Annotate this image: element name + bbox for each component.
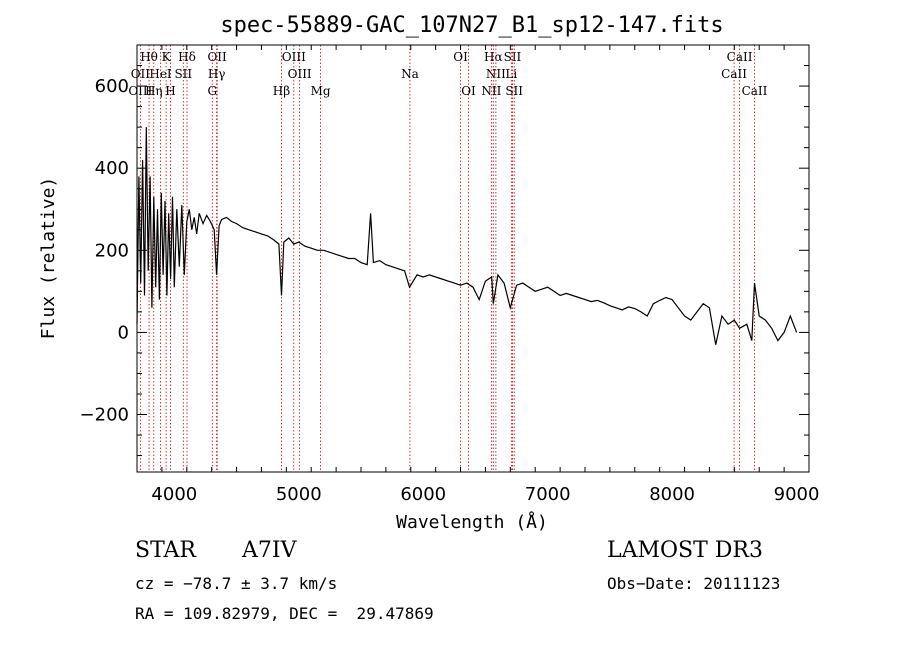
line-label: Na — [401, 67, 419, 81]
line-label: OI — [461, 84, 476, 98]
x-tick-label: 8000 — [649, 484, 695, 505]
line-label: Hα — [484, 50, 503, 64]
line-label: OI — [453, 50, 468, 64]
line-label: Hβ — [273, 84, 290, 98]
line-label: OII — [207, 50, 227, 64]
coordinates: RA = 109.82979, DEC = 29.47869 — [135, 604, 434, 623]
y-tick-label: 600 — [95, 76, 129, 97]
line-label: OIII — [282, 50, 306, 64]
x-tick-label: 6000 — [400, 484, 446, 505]
line-label: SII — [505, 84, 523, 98]
x-tick-label: 7000 — [525, 484, 571, 505]
line-label: SII — [504, 50, 522, 64]
line-label: Hδ — [178, 50, 196, 64]
line-label: SII — [174, 67, 192, 81]
y-tick-label: 0 — [118, 322, 129, 343]
line-label: OIII — [288, 67, 312, 81]
y-tick-label: 400 — [95, 158, 129, 179]
survey-name: LAMOST DR3 — [607, 538, 763, 563]
line-label: Hθ — [140, 50, 158, 64]
line-label: Li — [505, 67, 517, 81]
x-axis-label: Wavelength (Å) — [396, 511, 548, 533]
x-tick-label: 5000 — [276, 484, 322, 505]
x-tick-label: 4000 — [151, 484, 197, 505]
line-label: CaII — [742, 84, 768, 98]
y-tick-label: 200 — [95, 240, 129, 261]
x-axis-ticks: 4000 5000 6000 7000 8000 9000 — [136, 45, 820, 505]
obs-date: Obs−Date: 20111123 — [607, 574, 781, 593]
line-label: OII — [131, 67, 151, 81]
line-label: H — [165, 84, 175, 98]
y-axis-ticks: −200 0 200 400 600 — [80, 44, 809, 457]
line-label: NII — [481, 84, 501, 98]
object-type: STAR — [135, 538, 196, 563]
redshift-text: cz = −78.7 ± 3.7 km/s — [135, 574, 338, 593]
line-label: CaII — [727, 50, 753, 64]
line-label: HeI — [149, 67, 172, 81]
chart-title: spec-55889-GAC_107N27_B1_sp12-147.fits — [220, 13, 723, 38]
line-label: K — [162, 50, 172, 64]
line-label: Hη — [145, 84, 163, 98]
y-tick-label: −200 — [80, 405, 129, 426]
plot-frame — [136, 44, 810, 473]
line-label: CaII — [721, 67, 747, 81]
line-label: G — [207, 84, 217, 98]
spectrum-line — [136, 127, 798, 345]
line-label: OIII — [128, 84, 152, 98]
y-axis-label: Flux (relative) — [38, 177, 59, 340]
x-tick-label: 9000 — [774, 484, 820, 505]
line-label: NII — [486, 67, 506, 81]
spectral-subclass: A7IV — [242, 538, 297, 563]
line-label: Mg — [311, 84, 331, 98]
line-label: Hγ — [208, 67, 226, 81]
